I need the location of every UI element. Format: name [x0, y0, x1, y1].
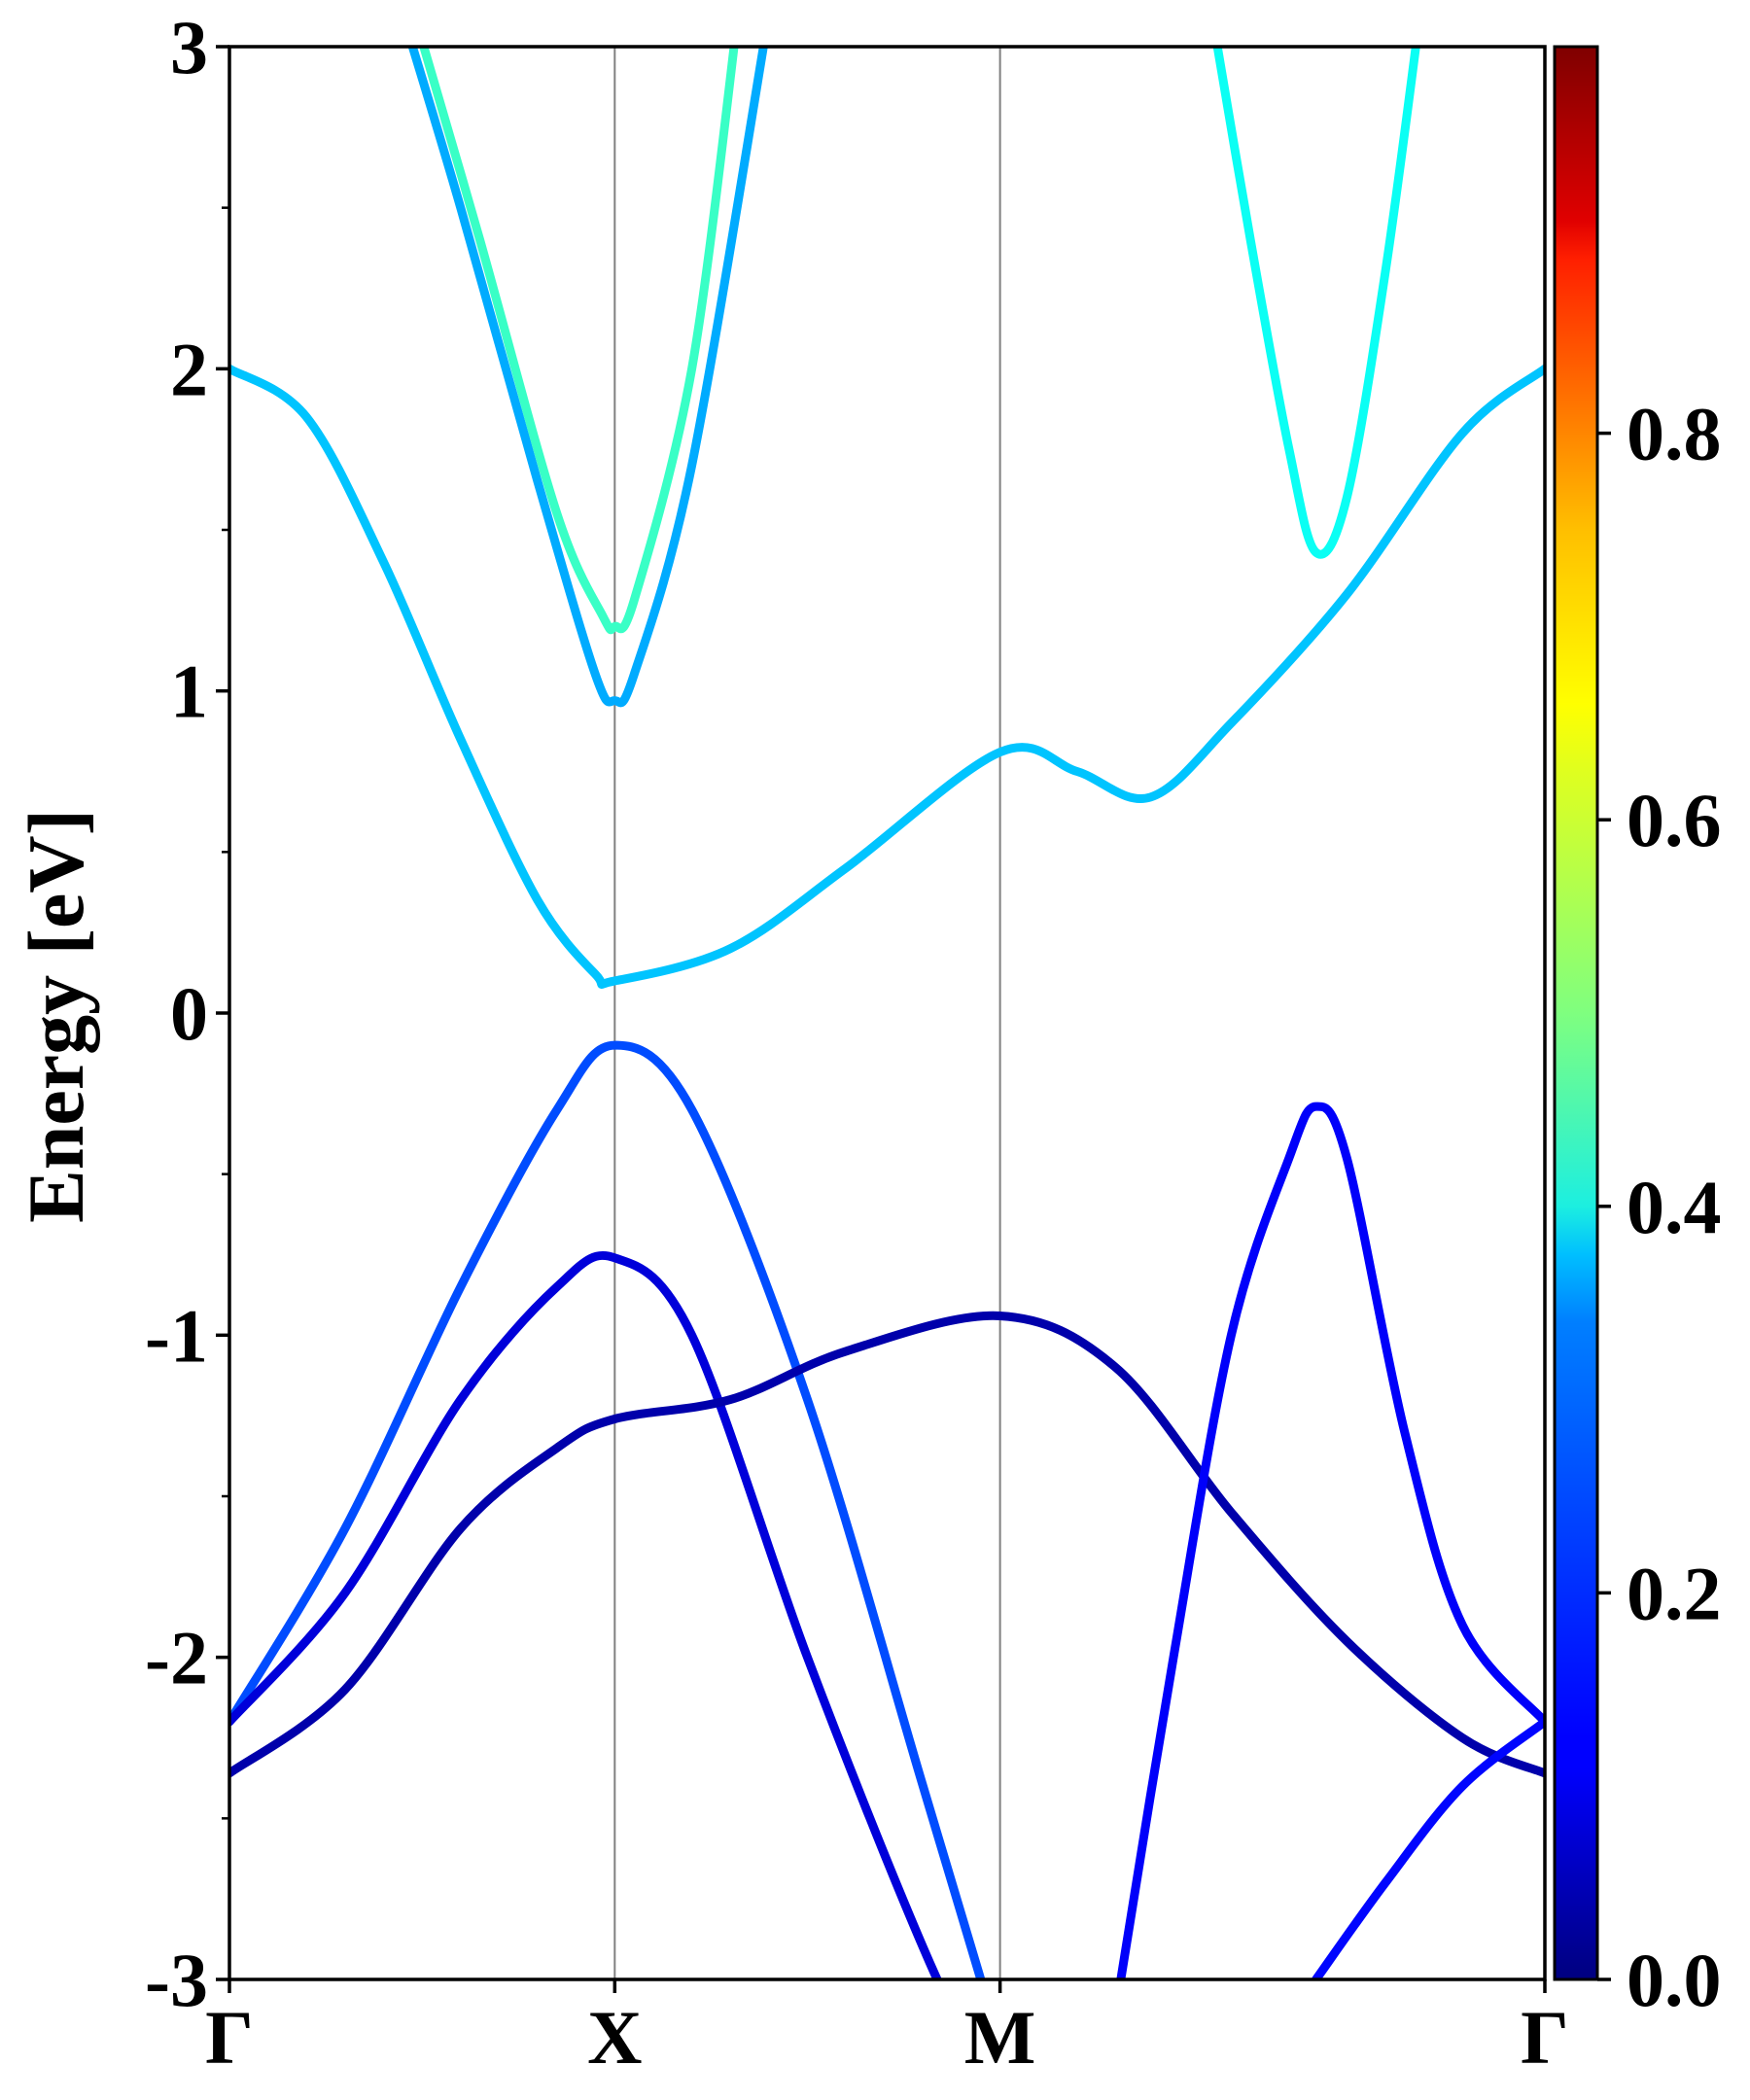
colorbar-tick-label: 0.4 — [1627, 1165, 1722, 1249]
high-symmetry-lines — [613, 47, 1001, 1979]
colorbar-tick-label: 0.0 — [1627, 1938, 1722, 2022]
band-line-4 — [1116, 1102, 1545, 1979]
y-tick-label: 2 — [170, 327, 208, 411]
band-line-7 — [407, 47, 768, 708]
y-tick-label: -3 — [145, 1938, 208, 2022]
band-lines — [229, 47, 1545, 1979]
band-line-8 — [419, 47, 739, 635]
y-tick-label: 3 — [170, 5, 208, 89]
y-tick-label: 1 — [170, 649, 208, 734]
x-tick-label: Γ — [205, 1995, 254, 2080]
y-tick-label: -1 — [145, 1293, 208, 1378]
band-line-1 — [229, 1040, 986, 1979]
colorbar: 0.0 0.2 0.4 0.6 0.8 — [1553, 45, 1722, 2022]
colorbar-ticks: 0.0 0.2 0.4 0.6 0.8 — [1597, 392, 1722, 2022]
band-line-9 — [1212, 47, 1420, 559]
band-line-5 — [1312, 1717, 1545, 1979]
colorbar-tick-label: 0.6 — [1627, 778, 1722, 862]
band-line-2 — [229, 1250, 942, 1979]
colorbar-tick-label: 0.8 — [1627, 392, 1722, 476]
x-tick-label: M — [964, 1995, 1036, 2080]
y-axis-ticks: -3 -2 -1 0 1 2 3 — [145, 5, 229, 2022]
y-tick-label: 0 — [170, 971, 208, 1056]
x-tick-label: X — [587, 1995, 642, 2080]
band-line-6 — [229, 364, 1545, 989]
y-axis-label: Energy [eV] — [12, 809, 100, 1223]
colorbar-gradient — [1553, 45, 1599, 1981]
x-tick-label: Γ — [1521, 1995, 1569, 2080]
band-line-3 — [229, 1311, 1545, 1778]
plot-frame — [228, 45, 1547, 1981]
colorbar-tick-label: 0.2 — [1627, 1551, 1722, 1635]
y-tick-label: -2 — [145, 1616, 208, 1700]
